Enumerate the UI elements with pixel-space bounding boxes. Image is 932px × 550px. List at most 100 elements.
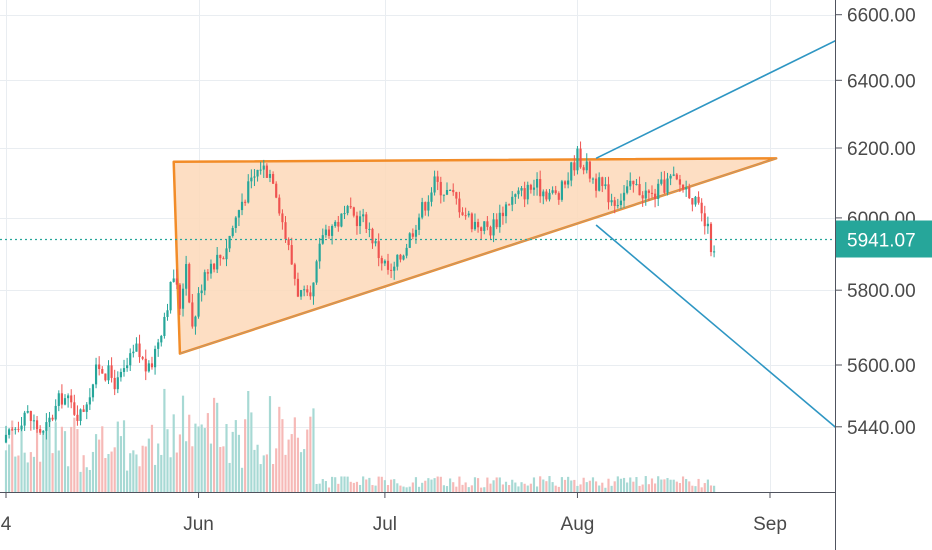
volume-bar [654, 483, 657, 492]
candle-up [63, 394, 67, 406]
candle-down [439, 176, 442, 204]
candle-down [399, 253, 402, 263]
volume-bar [268, 396, 272, 492]
candle-down [601, 176, 604, 193]
candle-up [4, 425, 8, 444]
candle-down [290, 237, 293, 265]
candle-up [166, 303, 169, 321]
candle-down [647, 189, 650, 202]
volume-bar [626, 482, 629, 492]
candle-up [417, 213, 421, 236]
volume-bar [579, 484, 582, 492]
candle-up [200, 284, 203, 302]
candle-down [452, 183, 455, 196]
y-tick-label: 6400.00 [847, 71, 916, 92]
volume-bar [427, 478, 430, 492]
candle-up [467, 210, 470, 218]
volume-bar [209, 443, 213, 492]
candle-down [212, 262, 216, 273]
volume-bar [169, 457, 172, 492]
candle-down [411, 228, 414, 240]
candle-up [402, 254, 405, 261]
volume-bar [377, 476, 380, 492]
volume-bar [8, 444, 11, 492]
candle-up [256, 169, 259, 182]
candle-up [685, 180, 688, 197]
candle-up [197, 287, 200, 319]
volume-bar [340, 476, 343, 492]
volume-bar [368, 477, 371, 492]
price-axis[interactable]: 6600.006400.006200.006000.005800.005600.… [836, 6, 916, 439]
candle-up [132, 344, 135, 358]
volume-bar [576, 485, 579, 492]
candle-up [234, 216, 237, 233]
candle-down [501, 206, 504, 225]
volume-bar [327, 487, 331, 492]
volume-bar [405, 487, 408, 492]
last-price-label: 5941.07 [836, 220, 932, 258]
candle-up [542, 189, 545, 205]
candle-down [523, 181, 526, 208]
volume-bar [296, 437, 300, 492]
candle-down [138, 334, 141, 363]
candle-up [334, 220, 337, 228]
candle-down [178, 282, 182, 316]
candle-down [703, 205, 706, 235]
candle-up [576, 146, 579, 175]
candle-up [526, 181, 529, 205]
candle-up [635, 178, 638, 186]
volume-bar [713, 485, 716, 492]
candle-down [141, 355, 144, 361]
volume-bar [632, 481, 635, 492]
volume-bar [557, 486, 560, 492]
candle-up [107, 360, 110, 385]
candle-down [244, 199, 247, 206]
volume-bar [486, 477, 489, 492]
volume-bar [172, 414, 175, 492]
volume-bar [250, 412, 253, 492]
volume-bar [256, 444, 259, 492]
volume-bar [160, 454, 163, 492]
time-axis[interactable]: 4 Jun Jul Aug Sep [1, 492, 787, 535]
volume-bar [480, 487, 483, 492]
volume-bar [610, 485, 613, 492]
volume-bar [306, 429, 309, 492]
candle-down [641, 191, 644, 207]
volume-bar [700, 487, 703, 492]
volume-bar [554, 485, 557, 492]
volume-bar [647, 484, 650, 492]
volume-bar [194, 423, 197, 492]
volume-bar [495, 477, 498, 492]
candle-up [26, 405, 29, 414]
volume-bar [417, 486, 421, 492]
candle-up [237, 209, 241, 227]
candle-down [73, 394, 76, 416]
candle-up [504, 201, 508, 224]
candle-up [91, 383, 95, 402]
candle-down [327, 225, 331, 239]
y-tick-label: 5800.00 [847, 281, 916, 302]
candle-up [368, 222, 371, 238]
time-axis-bg [0, 493, 932, 550]
volume-bar [613, 481, 616, 492]
support-line [179, 157, 777, 355]
candle-up [45, 413, 48, 440]
volume-bar [157, 443, 160, 492]
candle-up [483, 221, 486, 235]
volume-bar [197, 426, 200, 492]
candle-down [365, 211, 368, 234]
volume-bar [303, 449, 306, 492]
volume-bar [138, 466, 141, 492]
volume-bar [421, 482, 424, 492]
volume-bar [483, 487, 486, 492]
volume-bar [343, 476, 346, 492]
volume-bar [63, 431, 67, 492]
volume-bar [449, 478, 452, 492]
candle-down [545, 189, 548, 202]
volume-bar [104, 458, 107, 492]
volume-bar [222, 446, 225, 492]
volume-bar [185, 441, 188, 492]
candle-up [421, 197, 424, 220]
volume-bar [650, 478, 654, 492]
volume-bar [219, 446, 222, 492]
